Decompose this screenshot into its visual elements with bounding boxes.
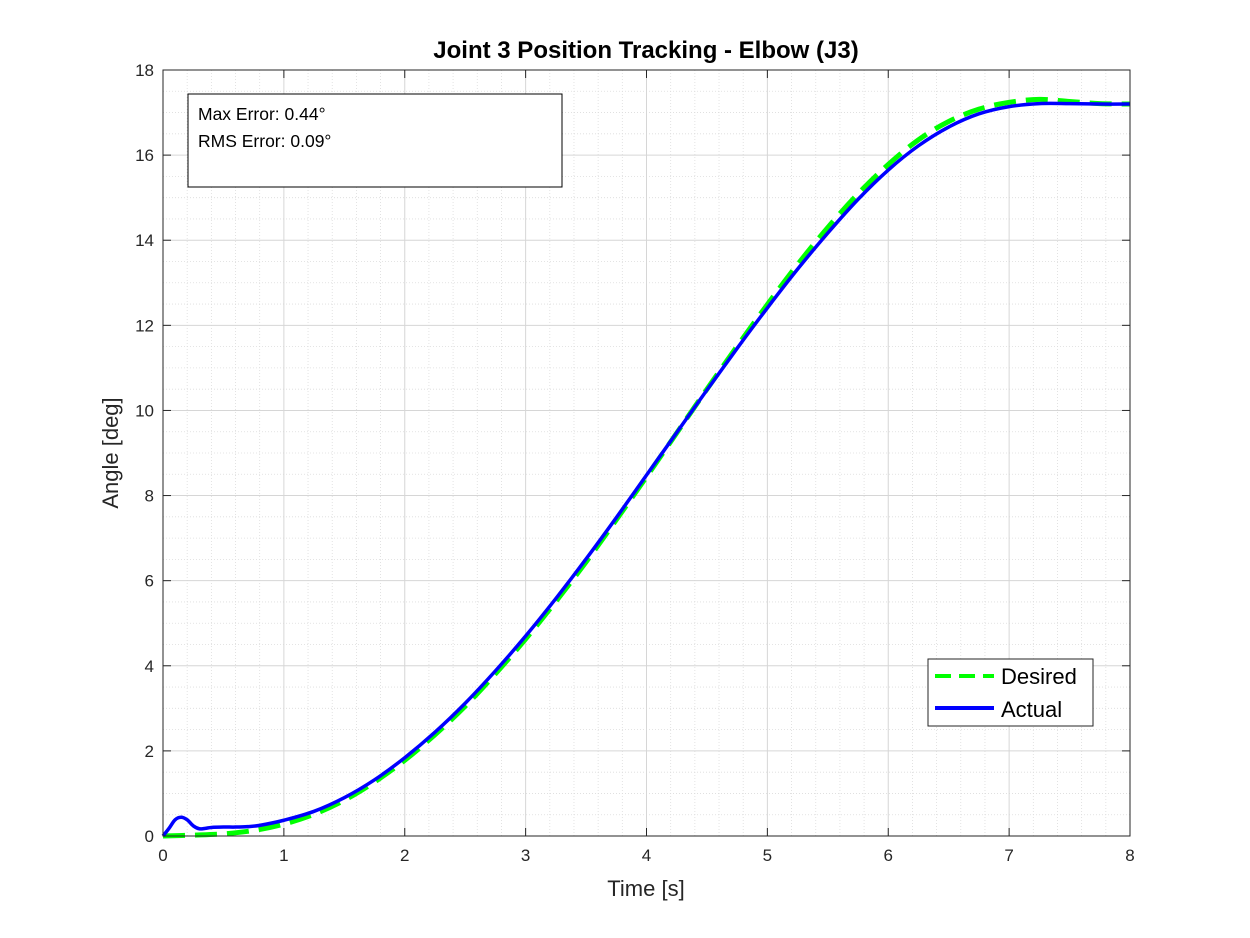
x-tick-label: 4 <box>642 846 651 865</box>
legend-frame <box>927 658 1094 727</box>
legend-label-desired: Desired <box>1001 664 1077 689</box>
y-tick-label: 12 <box>135 316 154 335</box>
x-tick-labels: 0 1 2 3 4 5 6 7 8 <box>158 846 1134 865</box>
annotation-frame <box>187 93 563 188</box>
x-tick-label: 6 <box>884 846 893 865</box>
x-tick-label: 2 <box>400 846 409 865</box>
y-tick-label: 2 <box>145 742 154 761</box>
series-layer <box>161 96 1131 839</box>
max-error-text: Max Error: 0.44° <box>198 104 326 124</box>
x-tick-label: 0 <box>158 846 167 865</box>
y-tick-label: 8 <box>145 487 154 506</box>
series-line-desired <box>162 96 1131 839</box>
chart-title: Joint 3 Position Tracking - Elbow (J3) <box>433 37 858 64</box>
y-tick-label: 0 <box>145 827 154 846</box>
legend-label-actual: Actual <box>1001 697 1062 722</box>
y-tick-labels: 0 2 4 6 8 10 12 14 16 18 <box>135 61 154 846</box>
y-tick-label: 14 <box>135 231 154 250</box>
tick-marks <box>162 69 1131 837</box>
y-tick-label: 4 <box>145 657 154 676</box>
x-axis-label: Time [s] <box>607 876 684 901</box>
y-tick-label: 10 <box>135 401 154 420</box>
series-line-actual <box>161 101 1131 838</box>
x-tick-label: 5 <box>763 846 772 865</box>
error-annotation-box: Max Error: 0.44° RMS Error: 0.09° <box>187 93 563 188</box>
y-tick-label: 18 <box>135 61 154 80</box>
y-axis-label: Angle [deg] <box>98 397 123 508</box>
y-tick-label: 6 <box>145 572 154 591</box>
x-tick-label: 1 <box>279 846 288 865</box>
x-tick-label: 3 <box>521 846 530 865</box>
x-tick-label: 7 <box>1004 846 1013 865</box>
legend: Desired Actual <box>927 658 1094 727</box>
rms-error-text: RMS Error: 0.09° <box>198 131 331 151</box>
y-tick-label: 16 <box>135 146 154 165</box>
x-tick-label: 8 <box>1125 846 1134 865</box>
